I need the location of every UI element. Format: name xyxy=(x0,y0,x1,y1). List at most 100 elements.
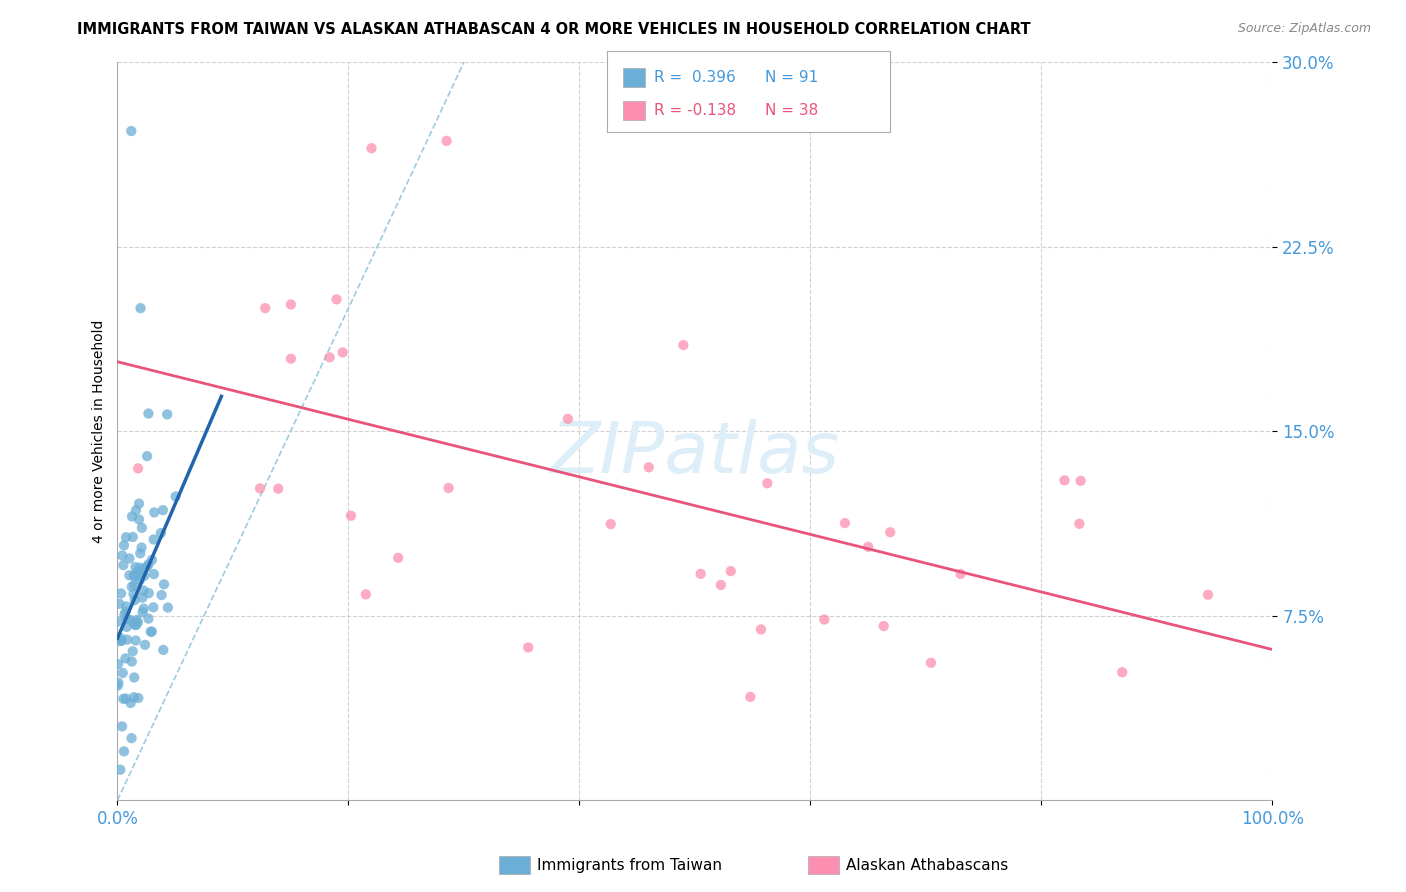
Point xyxy=(165,490,187,504)
Point xyxy=(153,577,176,591)
Point xyxy=(834,516,856,530)
Point xyxy=(152,643,174,657)
Point xyxy=(128,497,150,511)
Point xyxy=(136,449,159,463)
Point xyxy=(249,482,271,496)
Point xyxy=(1053,474,1076,488)
Point xyxy=(120,696,142,710)
Point xyxy=(387,550,409,565)
Text: Alaskan Athabascans: Alaskan Athabascans xyxy=(846,858,1008,872)
Point xyxy=(135,560,157,574)
Point xyxy=(436,134,458,148)
Point xyxy=(115,611,138,625)
Point xyxy=(141,553,163,567)
Point xyxy=(114,605,136,619)
Point xyxy=(131,541,153,555)
Point xyxy=(813,613,835,627)
Point xyxy=(720,564,742,578)
Point xyxy=(122,690,145,705)
Point xyxy=(254,301,277,315)
Point xyxy=(107,675,129,690)
Point xyxy=(138,407,160,421)
Point xyxy=(122,587,145,601)
Point xyxy=(143,505,166,519)
Point xyxy=(689,566,711,581)
Point xyxy=(121,509,143,524)
Point xyxy=(121,644,143,658)
Text: R =  0.396: R = 0.396 xyxy=(654,70,735,85)
Point xyxy=(118,568,141,582)
Point xyxy=(142,567,165,582)
Point xyxy=(122,569,145,583)
Point xyxy=(110,763,132,777)
Point xyxy=(125,633,148,648)
Point xyxy=(121,731,143,746)
Point xyxy=(152,503,174,517)
Point xyxy=(141,624,163,639)
Point xyxy=(142,600,165,615)
Point xyxy=(121,655,143,669)
Point xyxy=(132,601,155,615)
Text: Source: ZipAtlas.com: Source: ZipAtlas.com xyxy=(1237,22,1371,36)
Point xyxy=(125,503,148,517)
Point xyxy=(156,408,179,422)
Point xyxy=(1111,665,1133,680)
Point xyxy=(672,338,695,352)
Point xyxy=(134,638,156,652)
Point xyxy=(740,690,762,704)
Point xyxy=(134,569,156,583)
Point xyxy=(110,586,132,600)
Text: R = -0.138: R = -0.138 xyxy=(654,103,735,118)
Point xyxy=(108,597,131,611)
Point xyxy=(132,562,155,576)
Point xyxy=(756,476,779,491)
Point xyxy=(437,481,460,495)
Point xyxy=(128,512,150,526)
Point xyxy=(138,586,160,600)
Point xyxy=(114,651,136,665)
Text: IMMIGRANTS FROM TAIWAN VS ALASKAN ATHABASCAN 4 OR MORE VEHICLES IN HOUSEHOLD COR: IMMIGRANTS FROM TAIWAN VS ALASKAN ATHABA… xyxy=(77,22,1031,37)
Point xyxy=(107,657,129,671)
Point xyxy=(121,530,143,544)
Point xyxy=(125,618,148,632)
Y-axis label: 4 or more Vehicles in Household: 4 or more Vehicles in Household xyxy=(93,319,107,543)
Point xyxy=(110,631,132,645)
Point xyxy=(115,620,138,634)
Text: ZIPatlas: ZIPatlas xyxy=(550,419,839,488)
Point xyxy=(280,297,302,311)
Point xyxy=(150,588,173,602)
Point xyxy=(149,526,172,541)
Point xyxy=(517,640,540,655)
Point xyxy=(125,613,148,627)
Text: N = 91: N = 91 xyxy=(765,70,818,85)
Point xyxy=(114,607,136,622)
Point xyxy=(920,656,942,670)
Point xyxy=(332,345,354,359)
Point xyxy=(325,293,347,307)
Point xyxy=(125,565,148,579)
Point xyxy=(131,521,153,535)
Point xyxy=(138,558,160,572)
Point xyxy=(139,624,162,639)
Point xyxy=(856,540,879,554)
Point xyxy=(115,632,138,647)
Text: Immigrants from Taiwan: Immigrants from Taiwan xyxy=(537,858,723,872)
Point xyxy=(1070,474,1092,488)
Point xyxy=(120,613,142,627)
Point xyxy=(360,141,382,155)
Point xyxy=(112,538,135,552)
Point xyxy=(128,573,150,587)
Point xyxy=(111,719,134,733)
Point xyxy=(127,461,149,475)
Point xyxy=(120,124,142,138)
Point xyxy=(124,618,146,632)
Point xyxy=(138,612,160,626)
Point xyxy=(599,517,621,532)
Point xyxy=(124,593,146,607)
Point xyxy=(354,587,377,601)
Point xyxy=(124,616,146,631)
Point xyxy=(124,560,146,574)
Point xyxy=(1197,588,1219,602)
Point xyxy=(280,351,302,366)
Point xyxy=(115,530,138,544)
